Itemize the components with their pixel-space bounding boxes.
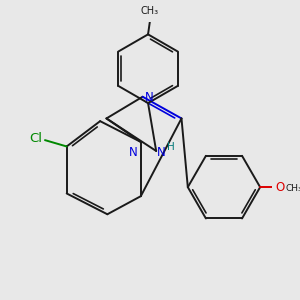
Text: Cl: Cl [29, 132, 42, 145]
Text: N: N [129, 146, 138, 160]
Text: N: N [144, 91, 153, 104]
Text: H: H [167, 142, 175, 152]
Text: O: O [275, 181, 285, 194]
Text: CH₃: CH₃ [141, 6, 159, 16]
Text: N: N [157, 146, 166, 159]
Text: CH₃: CH₃ [285, 184, 300, 193]
